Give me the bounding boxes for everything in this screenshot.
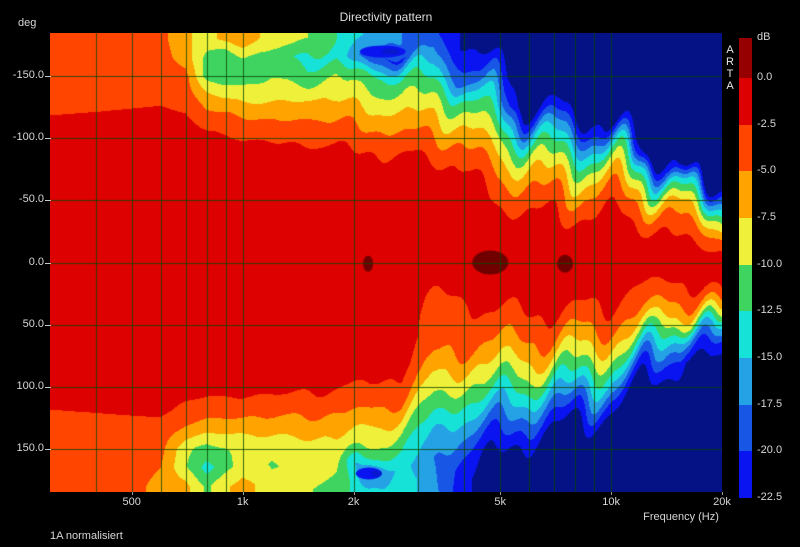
x-tick-label: 2k: [347, 496, 360, 508]
colorbar-segment: [739, 218, 752, 265]
x-tick-mark: [611, 492, 612, 495]
y-axis-unit-label: deg: [18, 17, 37, 29]
colorbar-segment: [739, 78, 752, 125]
x-tick-mark: [722, 492, 723, 495]
directivity-heatmap-canvas: [50, 33, 722, 492]
footer-note: 1A normalisiert: [50, 530, 123, 542]
x-tick-label: 20k: [713, 496, 731, 508]
colorbar-label: -17.5: [757, 397, 783, 410]
watermark-letter: R: [726, 56, 734, 68]
colorbar-label: -15.0: [757, 351, 783, 363]
y-tick-mark: [45, 325, 51, 326]
y-tick-label: -100.0: [12, 131, 44, 144]
y-tick-label: -50.0: [18, 193, 44, 206]
colorbar-label: -22.5: [757, 491, 783, 503]
x-tick-label: 1k: [236, 496, 249, 508]
x-tick-label: 500: [122, 496, 141, 508]
x-tick-label: 5k: [494, 496, 506, 508]
colorbar-label: -10.0: [757, 257, 783, 270]
y-tick-mark: [45, 138, 51, 139]
colorbar-segment: [739, 171, 752, 218]
y-tick-label: 0.0: [28, 255, 44, 268]
y-tick-mark: [45, 449, 51, 450]
colorbar-segment: [739, 264, 752, 312]
colorbar-label: -2.5: [757, 117, 776, 130]
watermark-letter: A: [726, 44, 734, 56]
watermark-letter: A: [726, 80, 734, 92]
page-title: Directivity pattern: [339, 10, 433, 24]
y-tick-mark: [45, 387, 51, 388]
x-tick-mark: [354, 492, 355, 495]
colorbar-unit-label: dB: [757, 31, 771, 43]
y-tick-mark: [45, 76, 51, 77]
colorbar-label: -12.5: [757, 304, 783, 317]
colorbar-segment: [739, 38, 752, 78]
colorbar-segment: [739, 404, 752, 452]
colorbar-segment: [739, 451, 752, 498]
colorbar-segment: [739, 311, 752, 358]
x-tick-mark: [243, 492, 244, 495]
colorbar-label: -20.0: [757, 444, 783, 457]
colorbar-label: 0.0: [757, 71, 773, 83]
colorbar-label: -7.5: [757, 211, 776, 223]
y-tick-label: 150.0: [16, 441, 44, 454]
y-tick-mark: [45, 263, 51, 264]
x-tick-mark: [500, 492, 501, 495]
y-tick-label: 50.0: [22, 317, 44, 330]
y-tick-label: -150.0: [12, 69, 44, 82]
colorbar-segment: [739, 124, 752, 172]
x-tick-mark: [132, 492, 133, 495]
colorbar-label: -5.0: [757, 164, 776, 177]
y-tick-mark: [45, 200, 51, 201]
colorbar-segment: [739, 358, 752, 405]
y-tick-label: 100.0: [16, 379, 44, 392]
x-tick-label: 10k: [602, 496, 620, 508]
x-axis-title: Frequency (Hz): [643, 511, 719, 523]
watermark-letter: T: [726, 68, 734, 80]
